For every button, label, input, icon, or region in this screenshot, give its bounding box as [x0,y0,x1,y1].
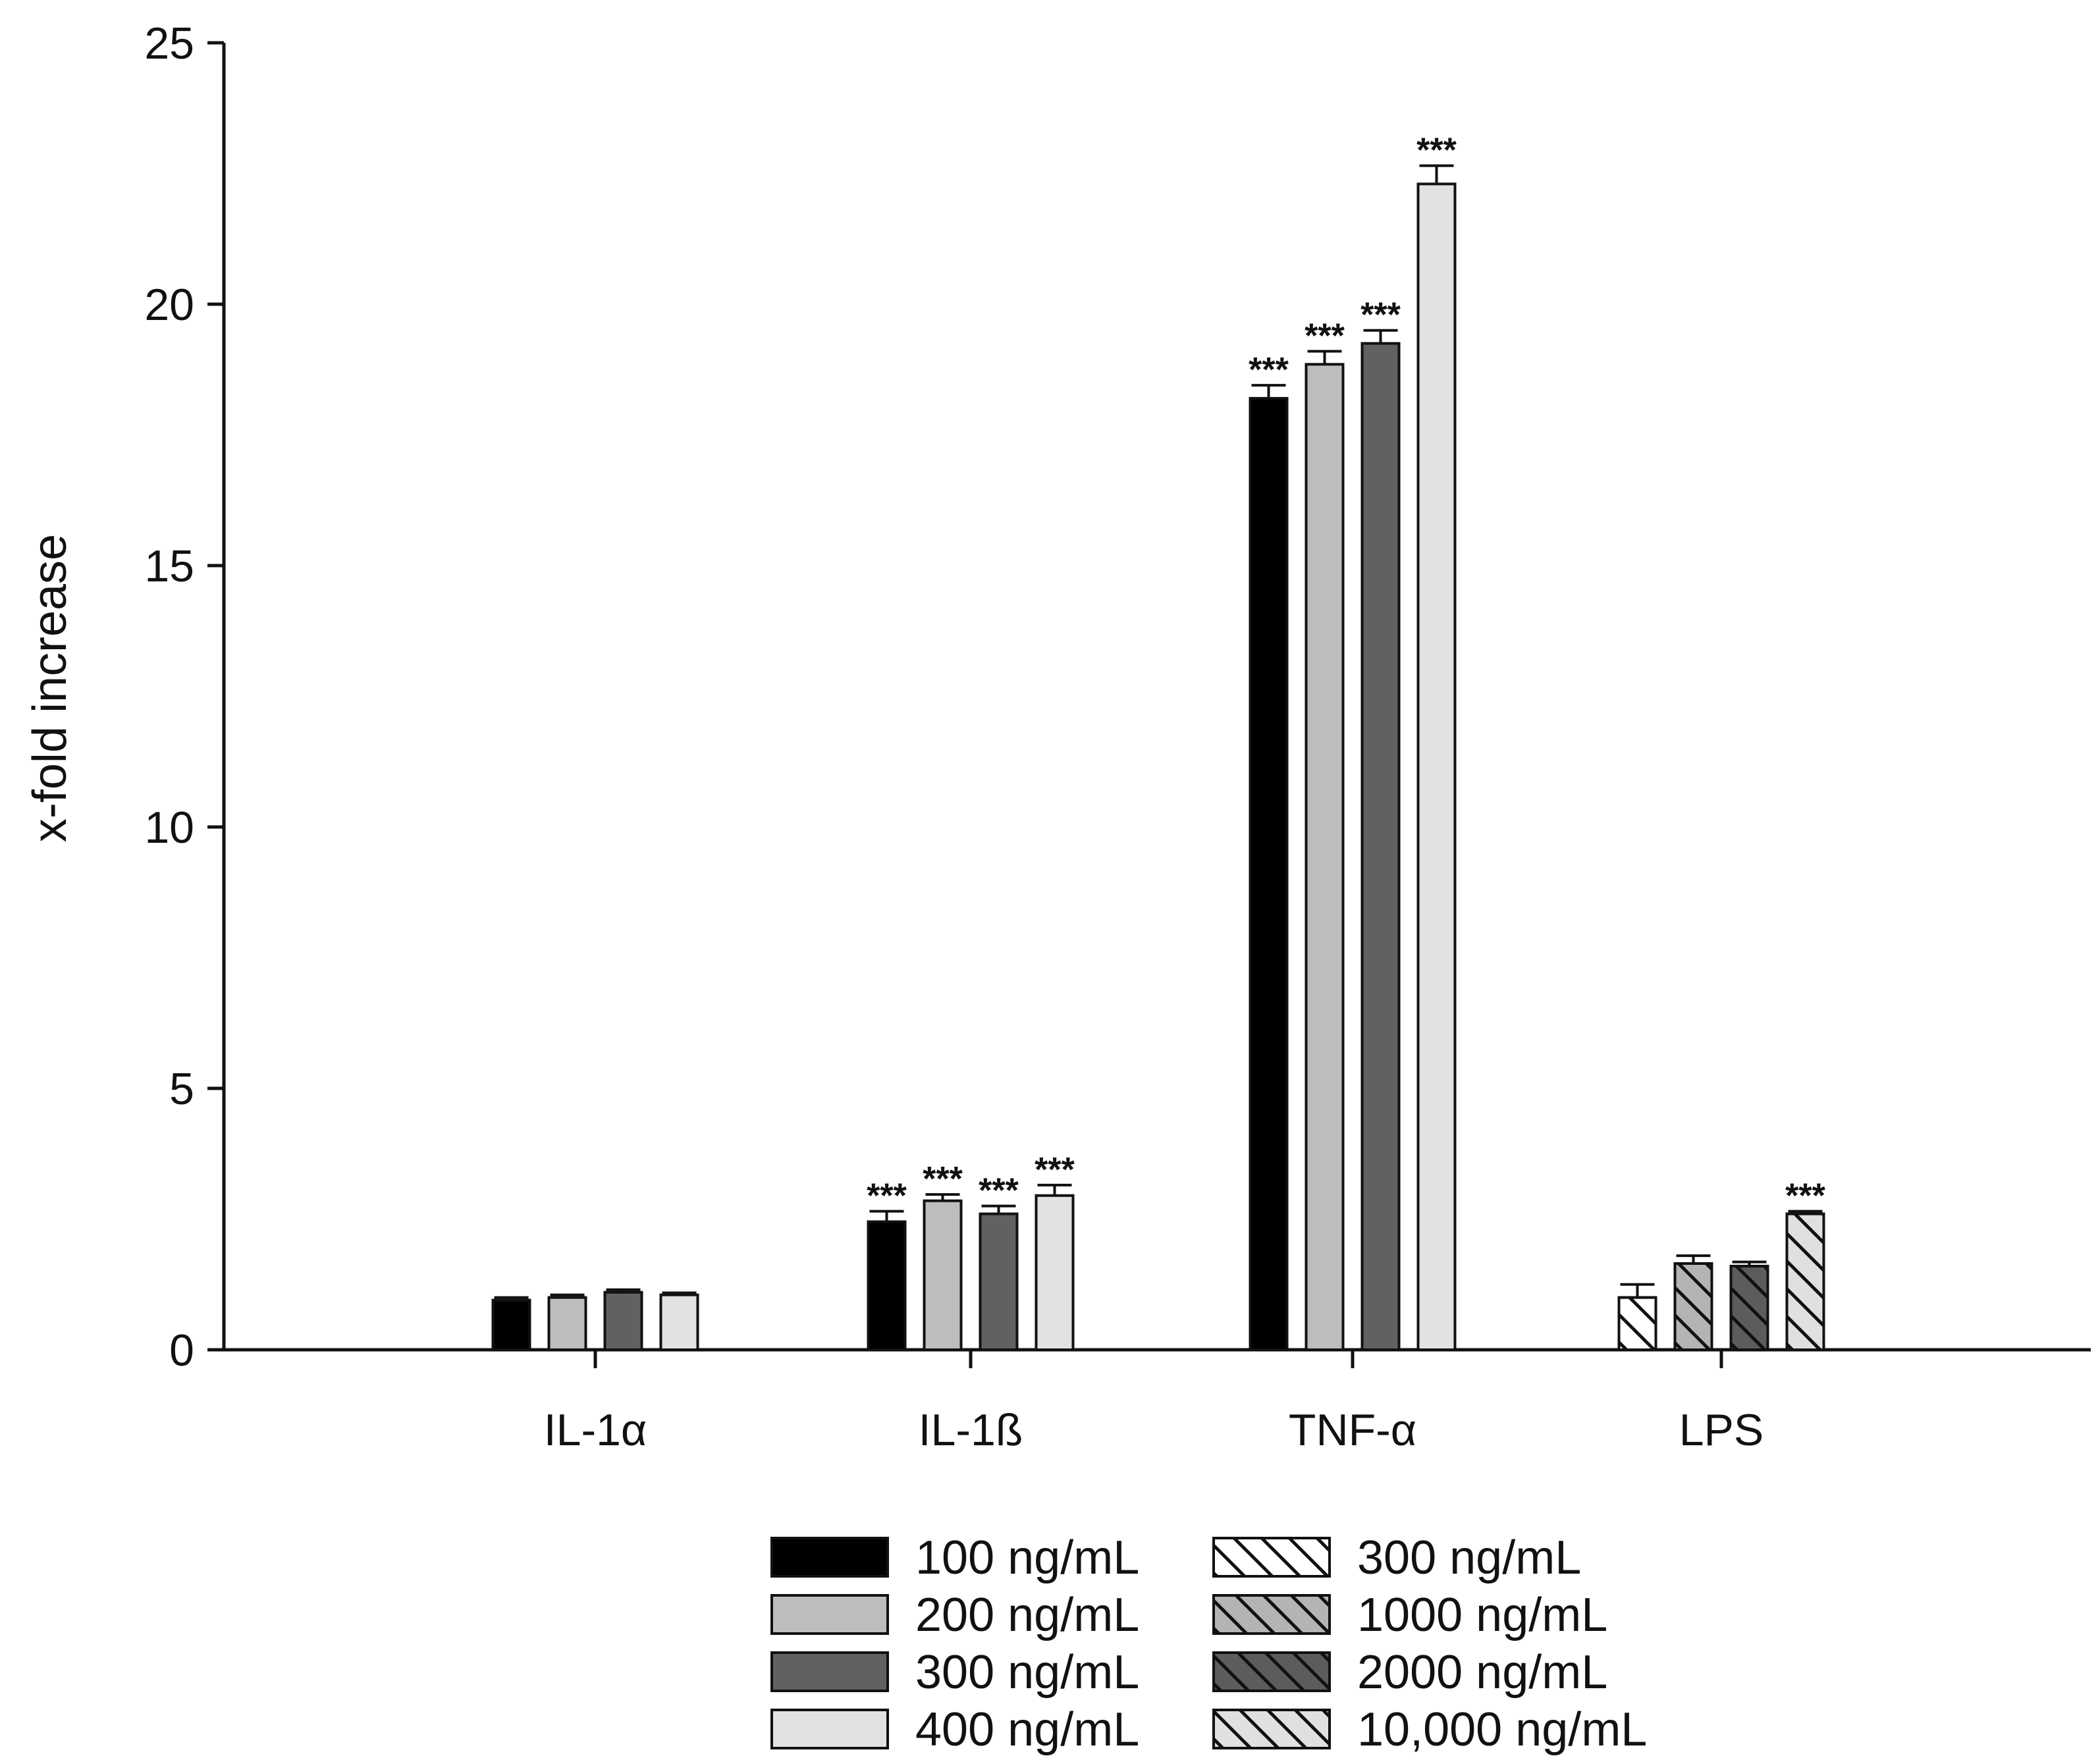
significance-label: *** [1360,296,1401,334]
bar [923,1199,963,1351]
significance-label: *** [1416,132,1457,170]
legend-swatch [770,1709,889,1749]
bar-hatch [1673,1262,1713,1351]
legend-swatch [770,1537,889,1578]
bar [659,1293,699,1352]
legend-label: 100 ng/mL [915,1532,1139,1584]
legend-swatch-hatch [1212,1594,1331,1635]
legend-label: 300 ng/mL [915,1646,1139,1699]
category-label: IL-1ß [919,1405,1023,1455]
bar-hatch [1617,1296,1657,1351]
bar-hatch [1785,1212,1825,1352]
significance-label: *** [1249,351,1289,389]
bar-hatch [1729,1264,1769,1351]
legend-label: 300 ng/mL [1357,1532,1581,1584]
category-label: LPS [1679,1405,1764,1455]
legend-swatch [770,1594,889,1635]
y-tick-label: 20 [144,280,194,330]
legend-label: 10,000 ng/mL [1357,1703,1647,1756]
significance-label: *** [1305,317,1345,355]
significance-label: *** [923,1160,963,1198]
y-tick-label: 15 [144,541,194,591]
significance-label: *** [1785,1177,1825,1215]
y-tick-label: 10 [144,803,194,853]
legend-swatch-hatch [1212,1709,1331,1749]
bar [547,1296,587,1351]
bar [1360,342,1401,1351]
legend-label: 2000 ng/mL [1357,1646,1607,1699]
legend-swatch-hatch [1212,1537,1331,1578]
significance-label: *** [1035,1151,1075,1189]
significance-label: *** [867,1177,907,1215]
legend-label: 400 ng/mL [915,1703,1139,1756]
legend-swatch [770,1651,889,1692]
y-axis-title: x-fold increase [24,534,76,842]
y-tick-label: 25 [144,18,194,68]
bar [1249,396,1289,1351]
bar [1416,182,1457,1351]
legend-label: 1000 ng/mL [1357,1589,1607,1641]
bar [1305,363,1345,1351]
legend-label: 200 ng/mL [915,1589,1139,1641]
y-tick-label: 5 [169,1064,194,1114]
bar [979,1212,1019,1352]
bar [491,1298,531,1351]
legend-swatch-hatch [1212,1651,1331,1692]
category-label: TNF-α [1289,1405,1416,1455]
plot-area: 0 5 10 15 20 25 IL-1α IL-1ß *** *** *** *** TNF-α ***… [144,18,2091,1455]
bar [603,1291,643,1352]
significance-label: *** [979,1172,1019,1210]
bar [1035,1194,1075,1352]
category-label: IL-1α [544,1405,647,1455]
bar [867,1220,907,1351]
y-tick-label: 0 [169,1325,194,1375]
